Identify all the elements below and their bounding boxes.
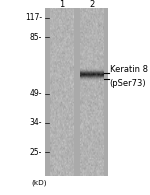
Text: (pSer73): (pSer73) (110, 79, 146, 88)
Text: 1: 1 (59, 0, 64, 9)
Text: 49-: 49- (30, 89, 42, 98)
Text: Keratin 8: Keratin 8 (110, 65, 147, 74)
Text: 2: 2 (89, 0, 94, 9)
Text: 25-: 25- (30, 148, 42, 157)
Text: 117-: 117- (25, 13, 42, 22)
Text: 85-: 85- (30, 33, 42, 42)
Bar (45, 8, 108, 176)
Text: 34-: 34- (30, 118, 42, 127)
Text: (kD): (kD) (31, 179, 47, 186)
